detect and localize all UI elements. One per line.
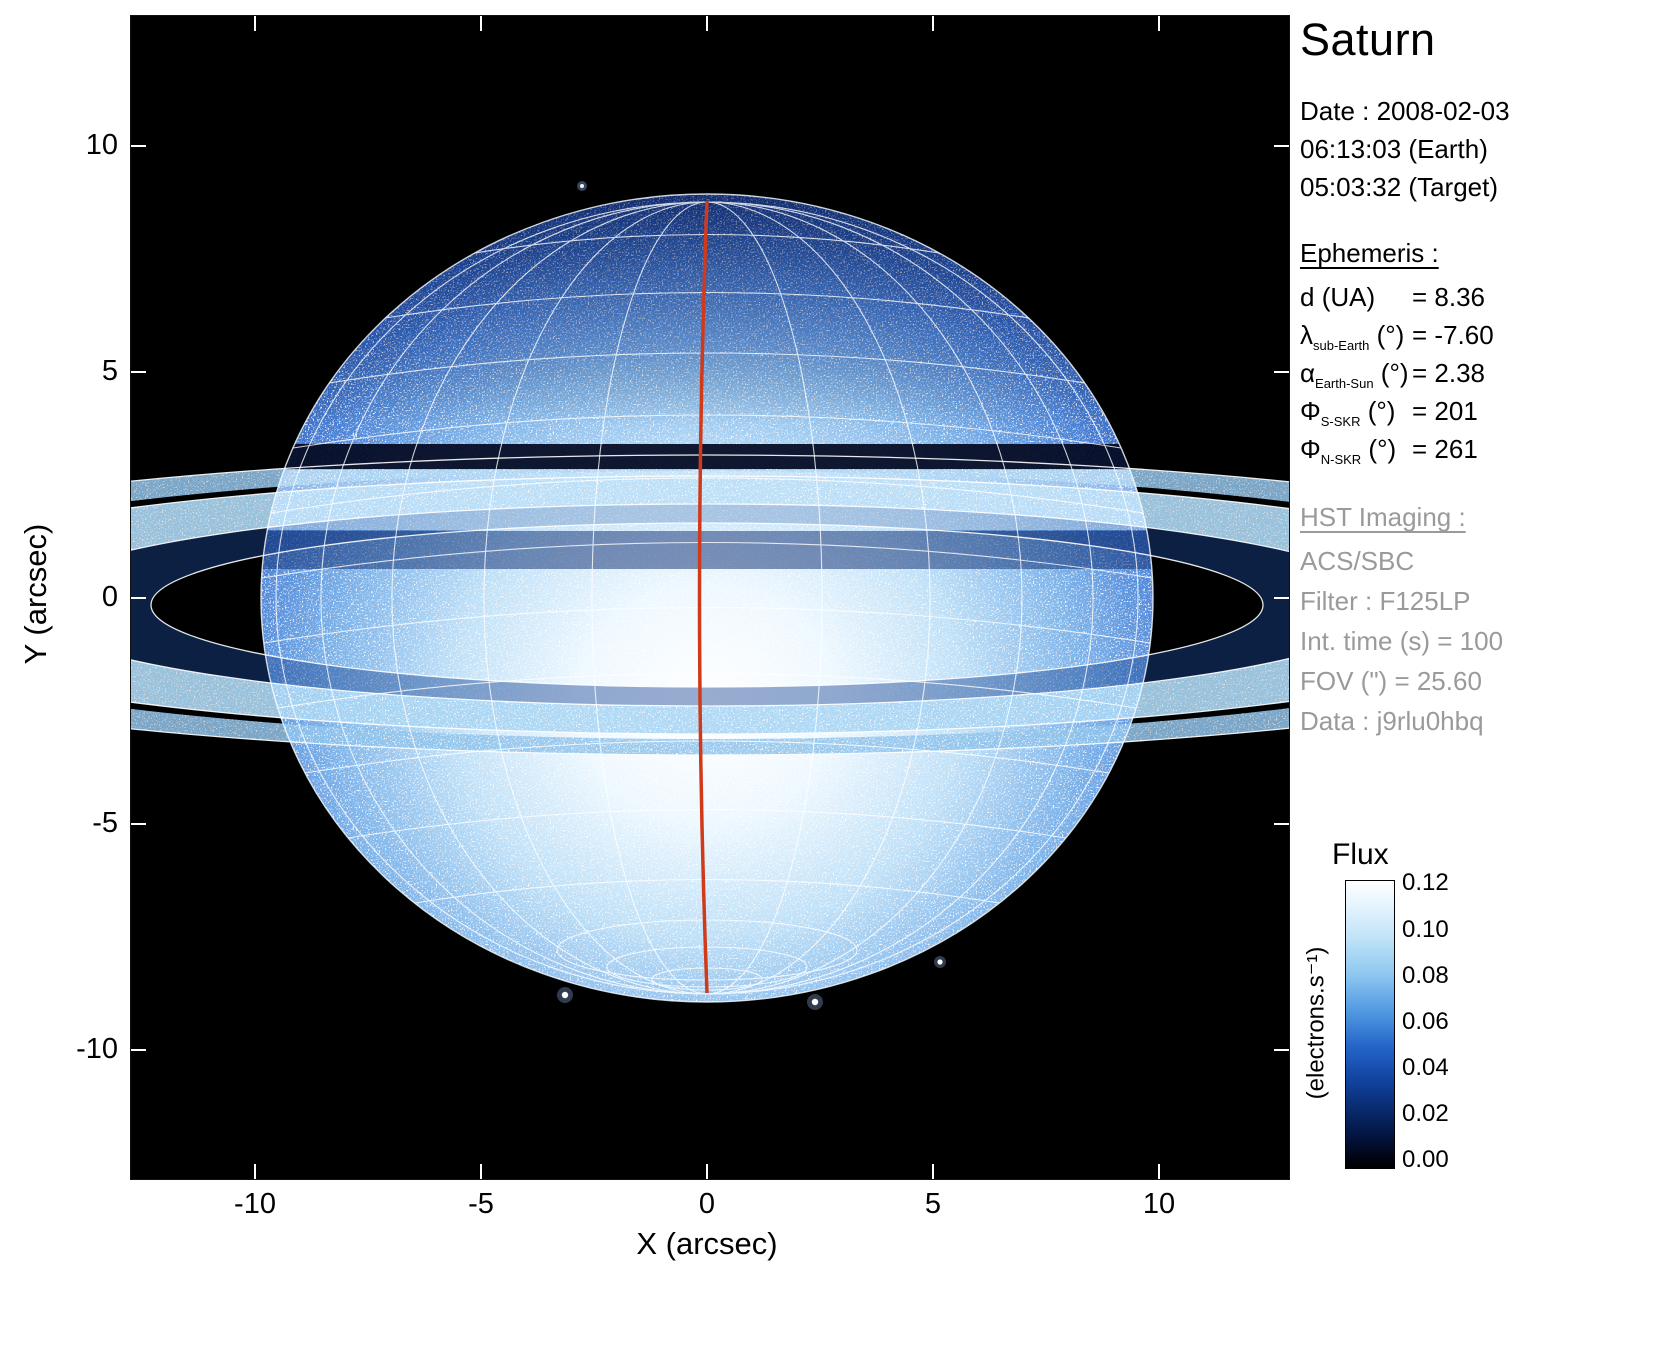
ephemeris-symbol: α (1300, 358, 1316, 388)
hst-instrument-line: ACS/SBC (1300, 546, 1415, 576)
target-time-line: 05:03:32 (Target) (1300, 172, 1499, 202)
colorbar-gradient (1345, 880, 1395, 1169)
colorbar-title: Flux (1332, 838, 1389, 871)
ephemeris-row-s-skr: ΦS-SKR (°) = 201 (1300, 396, 1560, 434)
hst-imaging-heading: HST Imaging : (1300, 502, 1466, 532)
y-axis-label: Y (arcsec) (18, 523, 53, 665)
ephemeris-subscript: Earth-Sun (1315, 376, 1374, 392)
colorbar-tick-label: 0.10 (1402, 916, 1449, 943)
ephemeris-unit: (°) (1361, 434, 1397, 464)
ephemeris-unit: (°) (1373, 358, 1409, 388)
ephemeris-unit: (°) (1369, 320, 1405, 350)
ephemeris-value: = 261 (1412, 434, 1478, 464)
ephemeris-symbol: Φ (1300, 396, 1321, 426)
plot-frame (130, 15, 1290, 1180)
ephemeris-symbol: Φ (1300, 434, 1321, 464)
ephemeris-unit: (°) (1360, 396, 1396, 426)
earth-time-line: 06:13:03 (Earth) (1300, 134, 1488, 164)
colorbar-tick-label: 0.06 (1402, 1008, 1449, 1035)
date-line: Date : 2008-02-03 (1300, 96, 1510, 126)
ephemeris-value: = -7.60 (1412, 320, 1494, 350)
axis-tick-marks (130, 15, 1290, 1180)
ephemeris-row-distance: d (UA) = 8.36 (1300, 282, 1560, 320)
plot-area (130, 15, 1290, 1180)
ephemeris-row-phase-angle: αEarth-Sun (°) = 2.38 (1300, 358, 1560, 396)
colorbar-tick-label: 0.12 (1402, 869, 1449, 896)
ephemeris-heading: Ephemeris : (1300, 238, 1439, 268)
hst-filter-line: Filter : F125LP (1300, 586, 1471, 616)
planet-limb-outline (260, 193, 1154, 1003)
ephemeris-value: = 8.36 (1412, 282, 1486, 312)
y-tick-label: -10 (76, 1033, 118, 1065)
saturn-image (130, 15, 1290, 1180)
ring-outline (130, 454, 1290, 756)
x-tick-label: 10 (1142, 1188, 1176, 1220)
x-tick-label: 5 (924, 1188, 942, 1220)
ring-shadow-band (261, 444, 1153, 469)
colorbar-tick-label: 0.08 (1402, 962, 1449, 989)
moon-point (557, 181, 946, 1010)
ephemeris-value: = 201 (1412, 396, 1478, 426)
colorbar-tick-label: 0.04 (1402, 1054, 1449, 1081)
saturn-disk (261, 194, 1153, 1002)
saturn-rings (130, 455, 1290, 755)
ephemeris-unit: (UA) (1314, 282, 1376, 312)
ephemeris-row-n-skr: ΦN-SKR (°) = 261 (1300, 434, 1560, 472)
hst-int-time-line: Int. time (s) = 100 (1300, 626, 1504, 656)
y-tick-label: 5 (101, 355, 118, 387)
ephemeris-symbol: d (1300, 282, 1315, 312)
dark-ring-band (261, 531, 1153, 569)
x-tick-label: 0 (698, 1188, 716, 1220)
y-tick-label: 10 (85, 129, 118, 161)
ephemeris-subscript: sub-Earth (1313, 338, 1370, 354)
y-tick-label: -5 (92, 807, 118, 839)
colorbar-tick-label: 0.02 (1402, 1100, 1449, 1127)
page-title: Saturn (1300, 14, 1436, 65)
hst-data-id-line: Data : j9rlu0hbq (1300, 706, 1484, 736)
colorbar-tick-label: 0.00 (1402, 1146, 1449, 1173)
ephemeris-row-sub-earth-lat: λsub-Earth (°) = -7.60 (1300, 320, 1560, 358)
x-tick-label: -10 (234, 1188, 276, 1220)
ephemeris-value: = 2.38 (1412, 358, 1486, 388)
central-meridian-line (697, 200, 709, 994)
hst-fov-line: FOV (") = 25.60 (1300, 666, 1482, 696)
y-tick-label: 0 (101, 581, 118, 613)
x-tick-label: -5 (468, 1188, 494, 1220)
ephemeris-subscript: S-SKR (1320, 414, 1361, 430)
colorbar-units-label: (electrons.s⁻¹) (1302, 946, 1330, 1100)
x-axis-label: X (arcsec) (636, 1226, 778, 1261)
ephemeris-subscript: N-SKR (1320, 452, 1362, 468)
ephemeris-symbol: λ (1300, 320, 1313, 350)
